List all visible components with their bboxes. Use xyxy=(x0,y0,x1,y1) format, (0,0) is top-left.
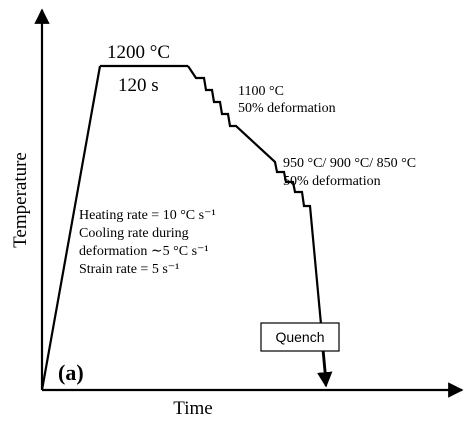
reheat-temperature-label: 1200 °C xyxy=(107,42,170,63)
quench-label: Quench xyxy=(275,329,324,345)
quench-box xyxy=(260,322,340,352)
rough-deformation-reduction-label: 50% deformation xyxy=(238,101,336,116)
process-note-strain-rate: Strain rate = 5 s⁻¹ xyxy=(79,262,179,277)
reheat-hold-time-label: 120 s xyxy=(118,75,159,96)
y-axis-label: Temperature xyxy=(10,152,31,248)
finish-deformation-temperature-label: 950 °C/ 900 °C/ 850 °C xyxy=(283,156,416,171)
deformation-steps-line xyxy=(187,65,328,379)
x-axis-label: Time xyxy=(173,398,212,419)
process-note-cooling-rate: Cooling rate during xyxy=(79,226,189,241)
process-note-cooling-rate-value: deformation ∼5 °C s⁻¹ xyxy=(79,244,209,259)
panel-label: (a) xyxy=(58,360,84,385)
heating-ramp-line xyxy=(40,65,102,391)
rough-deformation-temperature-label: 1100 °C xyxy=(238,84,284,99)
process-note-heating-rate: Heating rate = 10 °C s⁻¹ xyxy=(79,208,216,223)
finish-deformation-reduction-label: 50% deformation xyxy=(283,174,381,189)
